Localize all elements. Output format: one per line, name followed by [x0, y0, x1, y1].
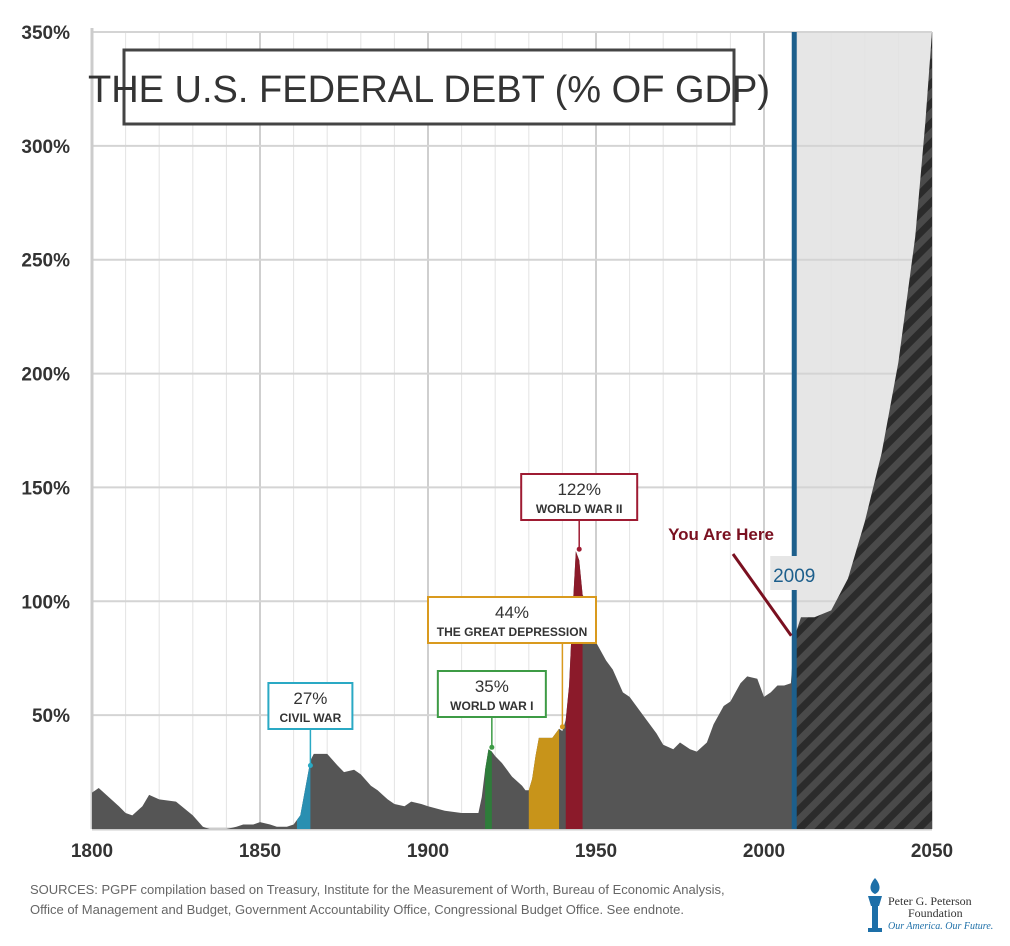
world-war-ii-highlight	[565, 551, 583, 829]
title-box: THE U.S. FEDERAL DEBT (% OF GDP)	[88, 48, 770, 126]
callout-box	[267, 682, 354, 730]
y-tick-label: 250%	[21, 251, 70, 272]
x-tick-label: 1850	[239, 841, 281, 862]
callout-label: WORLD WAR I	[450, 699, 533, 713]
debt-area-layer	[92, 32, 932, 829]
callout: 35% WORLD WAR I	[436, 670, 547, 750]
x-tick-label: 1950	[575, 841, 617, 862]
y-tick-label: 100%	[21, 592, 70, 613]
x-tick-label: 1900	[407, 841, 449, 862]
debt-history-area	[92, 551, 795, 829]
callout-label: WORLD WAR II	[536, 502, 623, 516]
logo-name: Peter G. Peterson	[888, 894, 972, 908]
y-tick-label: 300%	[21, 137, 70, 158]
logo-tagline: Our America. Our Future.	[888, 921, 994, 932]
world-war-i-highlight	[485, 749, 492, 829]
callout-box	[427, 596, 597, 644]
callout-dot	[307, 763, 313, 769]
year-label: 2009	[773, 566, 815, 587]
callout-value: 44%	[495, 603, 529, 622]
you-are-here-label: You Are Here	[668, 525, 774, 544]
callout-value: 122%	[557, 480, 600, 499]
sources-line-2: Office of Management and Budget, Governm…	[30, 902, 685, 917]
year-label-bg	[770, 556, 819, 590]
callout-value: 35%	[475, 677, 509, 696]
chart-title: THE U.S. FEDERAL DEBT (% OF GDP)	[88, 69, 770, 111]
x-tick-label: 2050	[911, 841, 953, 862]
y-tick-label: 150%	[21, 478, 70, 499]
torch-icon	[868, 878, 882, 932]
logo-foundation: Foundation	[908, 906, 963, 920]
sources-note: SOURCES: PGPF compilation based on Treas…	[30, 880, 820, 920]
y-tick-label: 200%	[21, 365, 70, 386]
callout-value: 27%	[293, 689, 327, 708]
great-depression-highlight	[528, 728, 560, 829]
x-tick-label: 2000	[743, 841, 785, 862]
sources-line-1: SOURCES: PGPF compilation based on Treas…	[30, 882, 725, 897]
peterson-foundation-logo: Peter G. Peterson Foundation Our America…	[862, 876, 1002, 936]
callout-box	[520, 473, 639, 521]
civil-war-highlight	[296, 760, 311, 829]
callout-label: CIVIL WAR	[280, 711, 342, 725]
you-are-here-pointer	[731, 553, 793, 637]
projection-area	[794, 32, 932, 829]
callout-dot	[559, 724, 565, 730]
callout: 27% CIVIL WAR	[267, 682, 354, 769]
annotations: 27% CIVIL WAR 35% WORLD WAR I 44% THE GREAT D…	[267, 473, 819, 769]
axis-labels: 350% 300% 250% 200% 150% 100% 50% 1800 1850 1900 1…	[21, 23, 953, 862]
callout-dot	[576, 546, 582, 552]
callout: 122% WORLD WAR II	[520, 473, 639, 552]
callout-label: THE GREAT DEPRESSION	[437, 625, 587, 639]
y-tick-label: 350%	[21, 23, 70, 44]
callout-dot	[489, 744, 495, 750]
x-tick-label: 1800	[71, 841, 113, 862]
y-tick-label: 50%	[32, 706, 70, 727]
callout-box	[436, 670, 547, 718]
callout: 44% THE GREAT DEPRESSION	[427, 596, 597, 730]
